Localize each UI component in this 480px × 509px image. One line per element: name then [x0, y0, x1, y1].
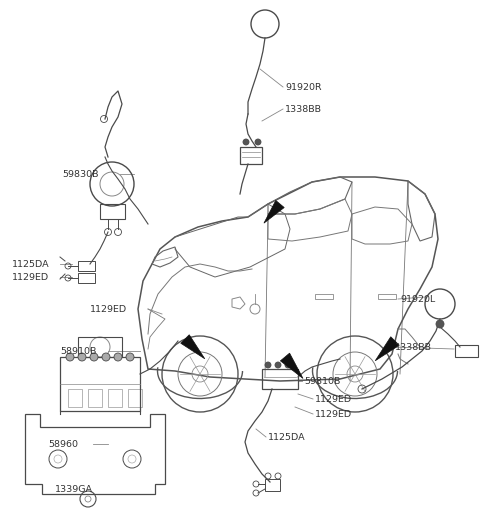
Circle shape: [243, 140, 249, 146]
Text: 1338BB: 1338BB: [395, 343, 432, 352]
Circle shape: [265, 362, 271, 369]
Text: 1338BB: 1338BB: [285, 105, 322, 115]
Text: 1339GA: 1339GA: [55, 485, 93, 494]
Text: 1129ED: 1129ED: [12, 273, 49, 282]
Circle shape: [114, 353, 122, 361]
Circle shape: [78, 353, 86, 361]
Text: 1129ED: 1129ED: [90, 305, 127, 314]
Text: 59810B: 59810B: [304, 377, 340, 386]
Text: 1125DA: 1125DA: [12, 260, 49, 269]
Text: 58910B: 58910B: [60, 347, 96, 356]
Text: 1129ED: 1129ED: [315, 394, 352, 404]
Circle shape: [255, 140, 261, 146]
Circle shape: [436, 320, 444, 328]
Text: 59830B: 59830B: [62, 170, 98, 179]
Bar: [378, 294, 396, 299]
Circle shape: [275, 362, 281, 369]
Text: 1125DA: 1125DA: [268, 433, 306, 442]
Circle shape: [66, 353, 74, 361]
Bar: [128, 389, 142, 407]
Polygon shape: [181, 335, 205, 359]
Text: 1129ED: 1129ED: [315, 410, 352, 419]
Text: 91920L: 91920L: [400, 295, 435, 304]
Bar: [315, 294, 333, 299]
Circle shape: [126, 353, 134, 361]
Text: 91920R: 91920R: [285, 83, 322, 92]
Bar: [108, 389, 122, 407]
Text: 58960: 58960: [48, 440, 78, 448]
Bar: [88, 389, 102, 407]
Polygon shape: [280, 353, 303, 379]
Bar: [68, 389, 82, 407]
Circle shape: [90, 353, 98, 361]
Polygon shape: [375, 337, 399, 361]
Circle shape: [285, 362, 291, 369]
Polygon shape: [264, 201, 284, 224]
Circle shape: [102, 353, 110, 361]
